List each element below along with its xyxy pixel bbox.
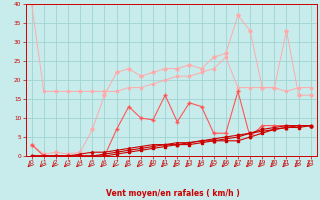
Text: Vent moyen/en rafales ( km/h ): Vent moyen/en rafales ( km/h ) (106, 189, 240, 198)
